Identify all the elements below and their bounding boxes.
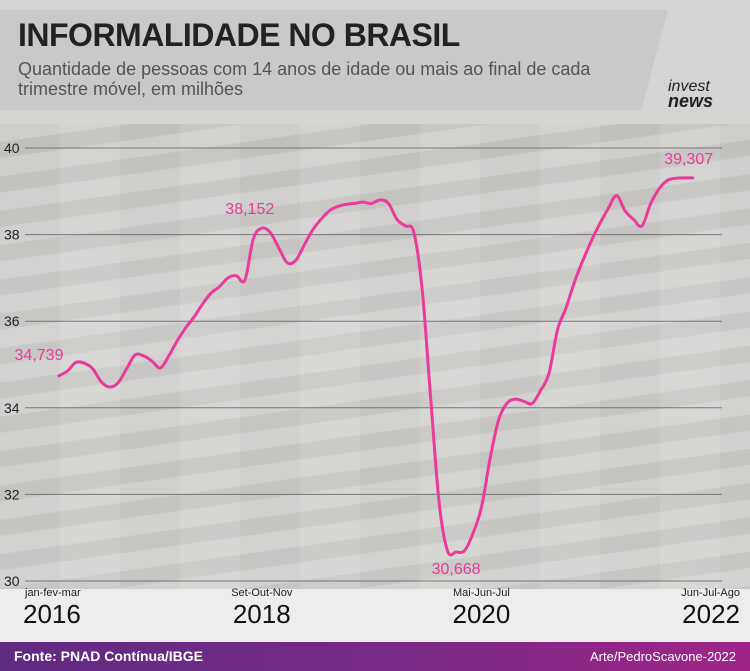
investnews-logo: invest news (668, 78, 748, 111)
footer-band: Fonte: PNAD Contínua/IBGE Arte/PedroScav… (0, 642, 750, 671)
y-tick-label: 40 (4, 140, 20, 156)
source-text: Fonte: PNAD Contínua/IBGE (14, 648, 203, 664)
logo-text-bottom: news (668, 91, 714, 111)
series-line (57, 176, 695, 557)
x-period-label: Mai-Jun-Jul (453, 587, 510, 599)
y-tick-label: 30 (4, 573, 20, 589)
title-band (0, 10, 668, 110)
data-label: 39,307 (664, 151, 713, 168)
x-year-label: 2018 (233, 599, 291, 629)
y-tick-label: 32 (4, 486, 20, 502)
x-year-label: 2020 (453, 599, 511, 629)
x-year-label: 2016 (23, 599, 81, 629)
x-axis-strip (0, 589, 750, 642)
x-year-label: 2022 (682, 599, 740, 629)
data-label: 30,668 (432, 561, 481, 578)
x-period-label: Jun-Jul-Ago (681, 587, 740, 599)
y-tick-label: 36 (4, 313, 20, 329)
chart-subtitle: Quantidade de pessoas com 14 anos de ida… (18, 59, 591, 99)
chart-title: INFORMALIDADE NO BRASIL (18, 17, 460, 53)
logo-text-top: invest (668, 78, 710, 95)
data-label: 34,739 (15, 347, 64, 364)
x-period-label: Set-Out-Nov (231, 587, 293, 599)
y-tick-label: 34 (4, 400, 20, 416)
line-chart: 40 38 36 34 32 30 34,739 38,152 30,668 39,307 jan-… (0, 140, 750, 642)
data-label: 38,152 (225, 201, 274, 218)
x-period-label: jan-fev-mar (24, 587, 81, 599)
credit-text: Arte/PedroScavone-2022 (590, 649, 736, 664)
y-tick-label: 38 (4, 227, 20, 243)
